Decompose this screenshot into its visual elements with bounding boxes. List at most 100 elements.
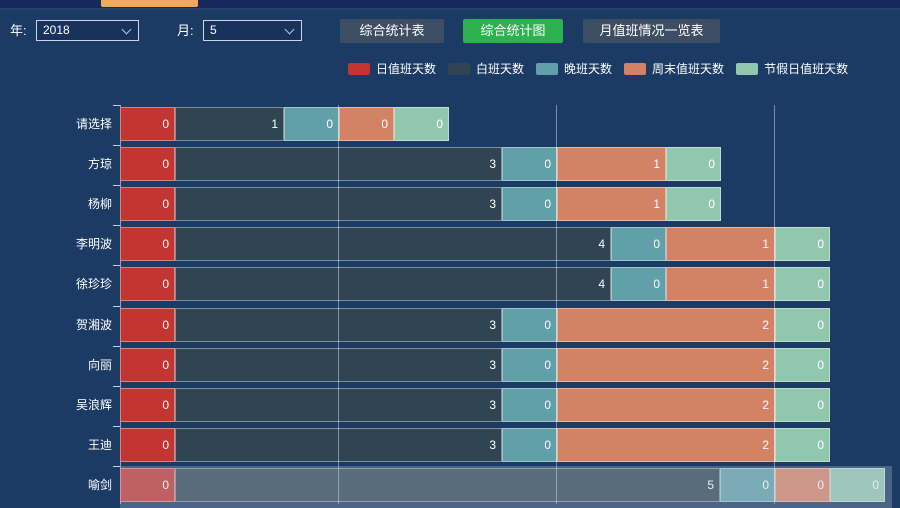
bar-segment[interactable]: 0 — [394, 107, 449, 142]
category-label: 喻剑 — [87, 477, 112, 492]
bar-value-label: 3 — [489, 157, 496, 172]
bar-value-label: 0 — [653, 237, 660, 252]
year-select[interactable]: 2018 — [36, 20, 139, 41]
bar-segment[interactable]: 0 — [120, 147, 175, 182]
bar-segment[interactable]: 0 — [120, 347, 175, 382]
month-duty-list-button[interactable]: 月值班情况一览表 — [583, 19, 720, 43]
bar-segment[interactable]: 0 — [120, 267, 175, 302]
bar-segment[interactable]: 1 — [175, 107, 284, 142]
category-label: 王迪 — [87, 437, 112, 452]
bar-segment[interactable]: 0 — [502, 307, 557, 342]
bar-segment[interactable]: 0 — [775, 227, 830, 262]
bar-segment[interactable]: 1 — [557, 147, 666, 182]
bar-value-label: 0 — [544, 397, 551, 412]
month-select-value: 5 — [210, 23, 217, 37]
bar-value-label: 3 — [489, 397, 496, 412]
top-strip-underline — [0, 8, 900, 10]
bar-segment[interactable]: 0 — [830, 467, 885, 502]
bar-value-label: 0 — [326, 117, 333, 132]
bar-segment[interactable]: 0 — [775, 467, 830, 502]
bar-segment[interactable]: 2 — [557, 427, 775, 462]
bar-value-label: 0 — [653, 277, 660, 292]
bar-segment[interactable]: 3 — [175, 387, 502, 422]
bar-segment[interactable]: 0 — [120, 307, 175, 342]
bar-value-label: 0 — [544, 317, 551, 332]
bar-segment[interactable]: 4 — [175, 267, 611, 302]
bar-segment[interactable]: 0 — [775, 307, 830, 342]
bar-segment[interactable]: 0 — [611, 227, 666, 262]
bar-segment[interactable]: 5 — [175, 467, 720, 502]
bar-value-label: 0 — [162, 237, 169, 252]
bar-segment[interactable]: 0 — [502, 347, 557, 382]
bar-segment[interactable]: 0 — [775, 347, 830, 382]
bar-segment[interactable]: 0 — [120, 227, 175, 262]
bar-segment[interactable]: 0 — [502, 387, 557, 422]
legend-item[interactable]: 节假日值班天数 — [736, 60, 848, 77]
y-axis-line — [120, 105, 121, 504]
bar-segment[interactable]: 3 — [175, 307, 502, 342]
bar-value-label: 0 — [162, 397, 169, 412]
month-select[interactable]: 5 — [203, 20, 302, 41]
x-gridline — [556, 105, 557, 504]
summary-table-button[interactable]: 综合统计表 — [340, 19, 444, 43]
bar-value-label: 2 — [762, 317, 769, 332]
y-axis-tick — [113, 185, 120, 187]
bar-segment[interactable]: 1 — [666, 267, 775, 302]
bar-value-label: 0 — [817, 357, 824, 372]
legend-swatch-icon — [348, 62, 370, 75]
bar-segment[interactable]: 0 — [502, 187, 557, 222]
legend-item[interactable]: 晚班天数 — [536, 60, 612, 77]
legend-item[interactable]: 周末值班天数 — [624, 60, 724, 77]
bar-value-label: 0 — [817, 437, 824, 452]
month-label: 月: — [177, 23, 194, 38]
y-axis-tick — [113, 385, 120, 387]
bar-value-label: 0 — [162, 317, 169, 332]
bar-segment[interactable]: 3 — [175, 427, 502, 462]
bar-value-label: 2 — [762, 357, 769, 372]
top-tab-strip — [0, 0, 900, 8]
bar-segment[interactable]: 0 — [666, 187, 721, 222]
y-axis-tick — [113, 145, 120, 147]
legend-label: 日值班天数 — [376, 62, 437, 76]
bar-segment[interactable]: 0 — [502, 427, 557, 462]
bar-value-label: 3 — [489, 357, 496, 372]
bar-segment[interactable]: 0 — [720, 467, 775, 502]
bar-segment[interactable]: 3 — [175, 187, 502, 222]
bar-value-label: 0 — [872, 477, 879, 492]
bar-value-label: 4 — [598, 237, 605, 252]
bar-segment[interactable]: 0 — [120, 467, 175, 502]
bar-segment[interactable]: 1 — [666, 227, 775, 262]
bar-segment[interactable]: 0 — [775, 267, 830, 302]
bar-segment[interactable]: 0 — [666, 147, 721, 182]
bar-segment[interactable]: 0 — [120, 387, 175, 422]
bar-segment[interactable]: 3 — [175, 147, 502, 182]
legend: 日值班天数 白班天数 晚班天数 周末值班天数 节假日值班天数 — [348, 60, 860, 77]
bar-segment[interactable]: 0 — [120, 187, 175, 222]
bar-segment[interactable]: 2 — [557, 307, 775, 342]
bar-segment[interactable]: 0 — [339, 107, 394, 142]
y-axis-tick — [113, 225, 120, 227]
legend-item[interactable]: 日值班天数 — [348, 60, 436, 77]
bar-value-label: 1 — [653, 197, 660, 212]
legend-swatch-icon — [536, 62, 559, 75]
axis-pointer-shadow — [120, 465, 892, 508]
bar-segment[interactable]: 2 — [557, 347, 775, 382]
bar-segment[interactable]: 3 — [175, 347, 502, 382]
bar-segment[interactable]: 0 — [284, 107, 339, 142]
bar-value-label: 3 — [489, 317, 496, 332]
bar-segment[interactable]: 0 — [120, 427, 175, 462]
legend-item[interactable]: 白班天数 — [448, 60, 524, 77]
bar-segment[interactable]: 4 — [175, 227, 611, 262]
bar-segment[interactable]: 0 — [120, 107, 175, 142]
bar-segment[interactable]: 0 — [775, 427, 830, 462]
y-axis-tick — [113, 345, 120, 347]
summary-chart-button[interactable]: 综合统计图 — [463, 19, 563, 43]
bar-segment[interactable]: 1 — [557, 187, 666, 222]
bar-segment[interactable]: 0 — [611, 267, 666, 302]
category-label: 徐珍珍 — [75, 277, 112, 292]
legend-swatch-icon — [624, 62, 647, 75]
bar-segment[interactable]: 2 — [557, 387, 775, 422]
bar-segment[interactable]: 0 — [502, 147, 557, 182]
bar-segment[interactable]: 0 — [775, 387, 830, 422]
